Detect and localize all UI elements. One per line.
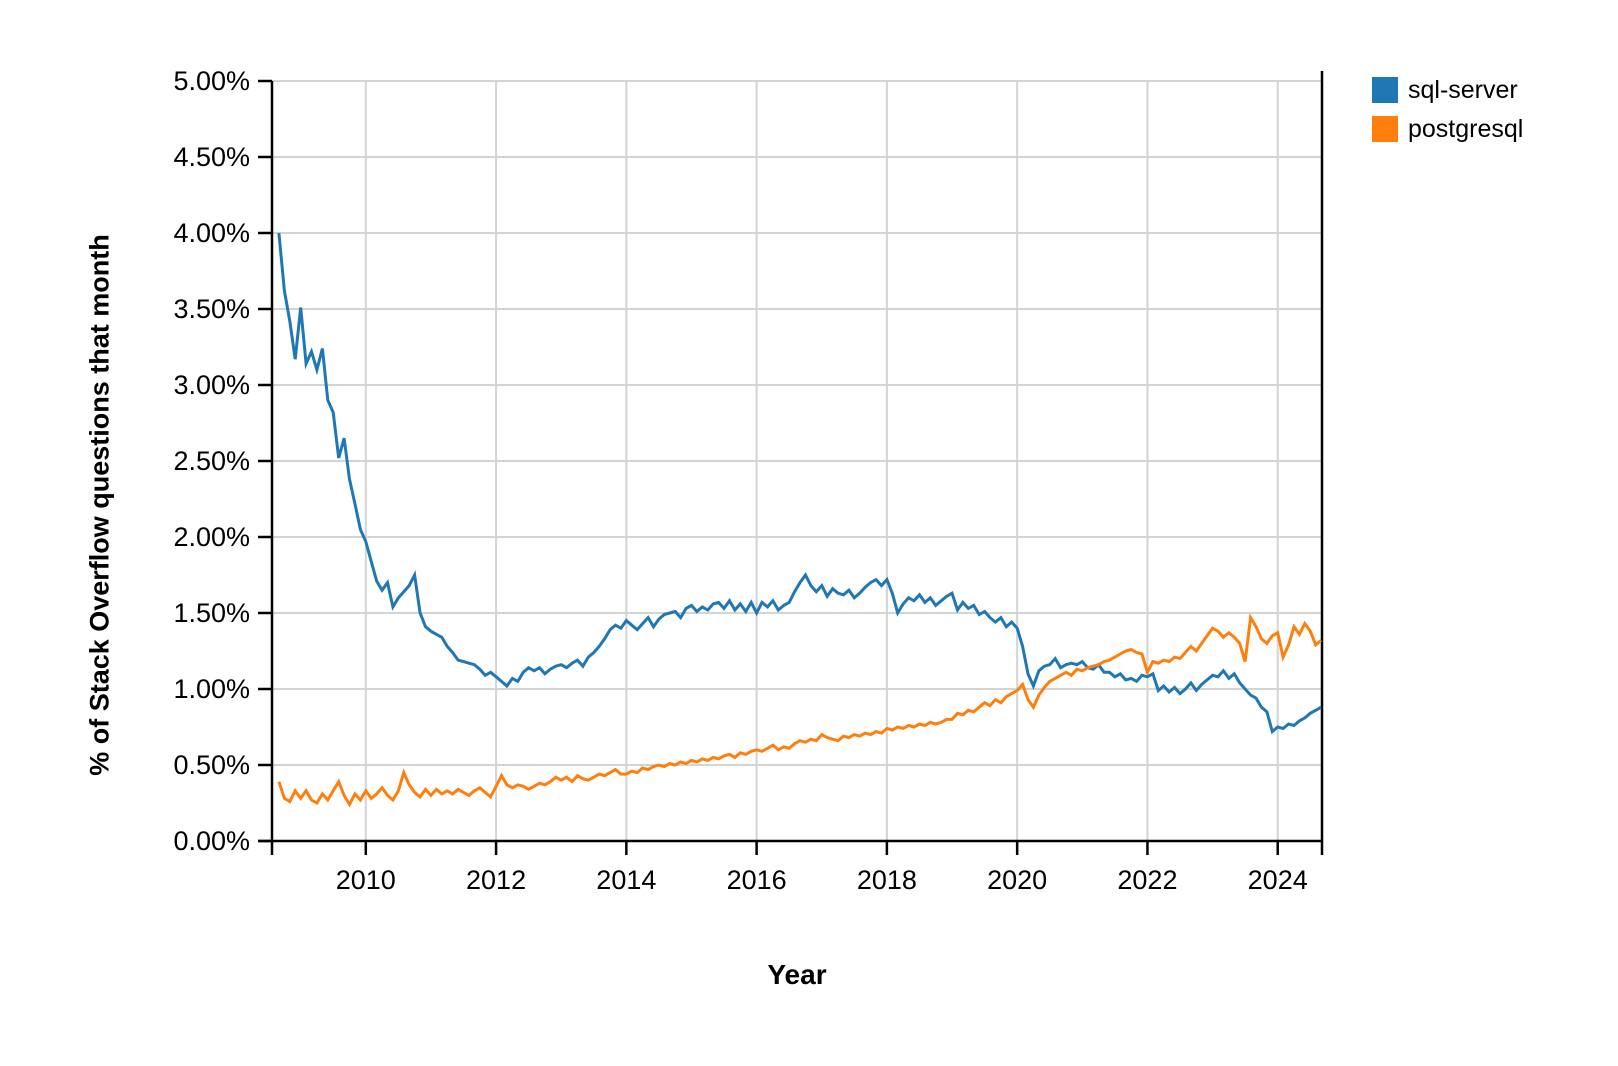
legend-swatch-postgresql (1372, 116, 1398, 142)
y-tick-label: 3.00% (173, 370, 250, 400)
x-axis-title: Year (767, 959, 827, 990)
y-tick-label: 1.00% (173, 674, 250, 704)
y-tick-label: 0.00% (173, 826, 250, 856)
y-tick-label: 1.50% (173, 598, 250, 628)
y-tick-label: 5.00% (173, 66, 250, 96)
x-tick-label: 2016 (727, 865, 787, 895)
y-tick-label: 2.50% (173, 446, 250, 476)
x-tick-label: 2012 (466, 865, 526, 895)
y-tick-label: 4.00% (173, 218, 250, 248)
x-tick-label: 2018 (857, 865, 917, 895)
series-line-sql-server (277, 232, 1322, 735)
y-axis-title: % of Stack Overflow questions that month (84, 234, 115, 776)
legend: sql-server postgresql (1372, 77, 1523, 155)
legend-item-postgresql[interactable]: postgresql (1372, 116, 1523, 142)
x-tick-label: 2010 (336, 865, 396, 895)
x-tick-label: 2022 (1117, 865, 1177, 895)
y-tick-label: 0.50% (173, 750, 250, 780)
legend-item-sql-server[interactable]: sql-server (1372, 77, 1523, 103)
y-tick-label: 3.50% (173, 294, 250, 324)
legend-swatch-sql-server (1372, 77, 1398, 103)
x-tick-label: 2020 (987, 865, 1047, 895)
legend-label-postgresql: postgresql (1408, 115, 1524, 143)
y-tick-label: 4.50% (173, 142, 250, 172)
y-tick-label: 2.00% (173, 522, 250, 552)
legend-label-sql-server: sql-server (1408, 76, 1518, 104)
x-tick-label: 2014 (596, 865, 656, 895)
series-line-postgresql (277, 613, 1323, 808)
x-tick-label: 2024 (1248, 865, 1308, 895)
